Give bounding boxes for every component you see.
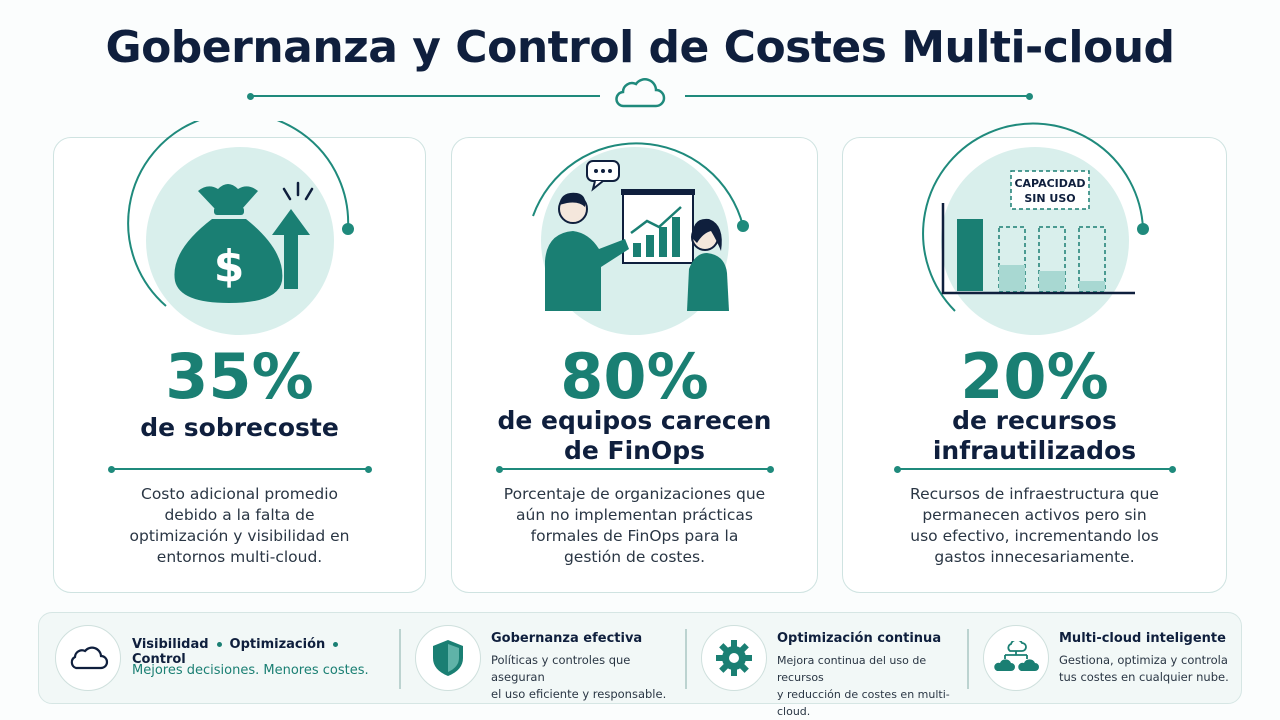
team-presentation-icon [515,121,755,361]
pillars-line: Visibilidad Optimización Control [132,637,399,667]
underused-capacity-chart-icon: CAPACIDAD SIN USO [915,121,1155,361]
cloud-icon [612,76,666,114]
shield-icon [415,625,481,691]
footer-pillars: Visibilidad Optimización Control Mejores d… [39,613,399,705]
gear-icon [701,625,767,691]
underused-description: Recursos de infraestructura que permanec… [910,485,1159,566]
footer-multicloud: Multi-cloud inteligente Gestiona, optimi… [969,613,1241,705]
title-divider-left [247,92,600,100]
footer-optimization: Optimización continua Mejora continua de… [687,613,967,718]
overcost-stat: 35% [165,340,314,413]
pillar-visibility: Visibilidad [132,637,209,652]
optimization-title: Optimización continua [777,631,942,646]
stat-card-underused: CAPACIDAD SIN USO 20% de recursos infrau… [842,122,1227,593]
multicloud-desc: Gestiona, optimiza y controla tus costes… [1059,653,1229,684]
svg-text:$: $ [213,241,244,292]
optimization-desc: Mejora continua del uso de recursos y re… [777,654,950,718]
finops-stat: 80% [560,340,709,413]
finops-label-line2: de FinOps [563,436,706,465]
governance-desc: Políticas y controles que aseguran el us… [491,653,667,701]
card-separator [495,465,774,473]
governance-title: Gobernanza efectiva [491,631,643,646]
footer-divider [399,629,401,689]
stat-card-finops: 80% de equipos carecen de FinOps Porcent… [451,137,818,593]
underused-stat: 20% [960,340,1109,413]
pillar-optimization: Optimización [229,637,326,652]
cloud-icon [55,625,121,691]
underused-label: de recursos infrautilizados [843,406,1226,466]
underused-label-line1: de recursos [952,406,1117,435]
stat-card-overcost: $ 35% de sobrecoste Costo adicional prom… [53,112,426,593]
footer-governance: Gobernanza efectiva Políticas y controle… [401,613,685,705]
footer-banner: Visibilidad Optimización Control Mejores d… [38,612,1242,718]
overcost-description: Costo adicional promedio debido a la fal… [129,485,350,566]
finops-label: de equipos carecen de FinOps [452,406,817,466]
footer-divider [685,629,687,689]
footer-divider [967,629,969,689]
capacity-badge-line2: SIN USO [1024,192,1075,205]
card-separator [107,465,372,473]
title-divider-right [685,92,1033,100]
multi-cloud-icon [983,625,1049,691]
overcost-label: de sobrecoste [140,413,339,442]
money-bag-arrow-up-icon: $ [120,112,360,361]
multicloud-title: Multi-cloud inteligente [1059,631,1226,646]
page-title: Gobernanza y Control de Costes Multi-clo… [105,22,1175,73]
finops-description: Porcentaje de organizaciones que aún no … [503,485,766,566]
underused-label-line2: infrautilizados [932,436,1137,465]
footer-tagline: Mejores decisiones. Menores costes. [132,663,369,678]
finops-label-line1: de equipos carecen [497,406,772,435]
capacity-badge-line1: CAPACIDAD [1014,177,1085,190]
pillar-control: Control [132,652,186,667]
card-separator [893,465,1176,473]
